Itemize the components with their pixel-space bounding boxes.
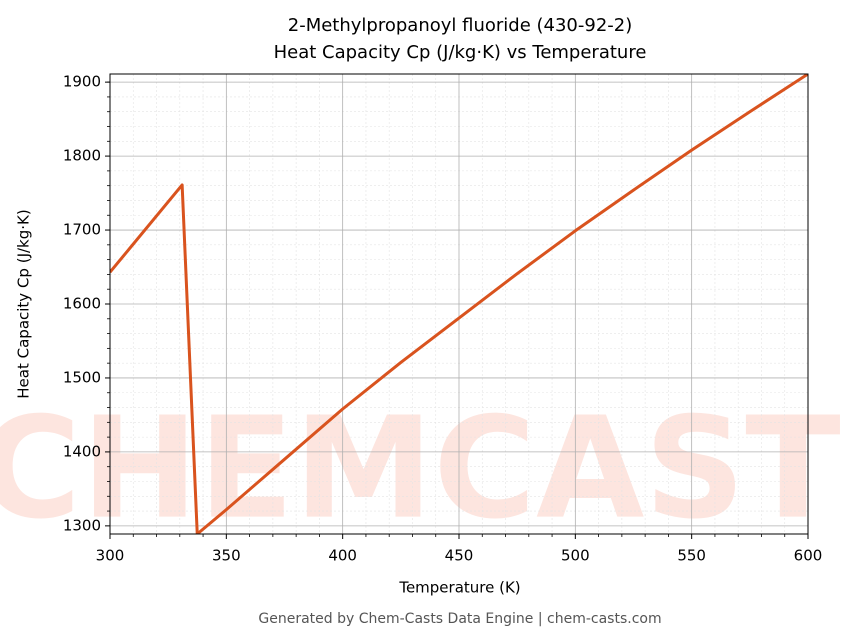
data-line: [110, 74, 808, 534]
footer: Generated by Chem-Casts Data Engine | ch…: [258, 611, 661, 627]
watermark: CHEMCASTS: [0, 388, 843, 551]
plot-frame: [109, 73, 809, 535]
chart-subtitle: Heat Capacity Cp (J/kg·K) vs Temperature: [274, 42, 647, 63]
x-tick-label: 550: [677, 547, 706, 565]
y-axis-label: Heat Capacity Cp (J/kg·K): [15, 209, 33, 398]
chart-title: 2-Methylpropanoyl fluoride (430-92-2): [288, 15, 633, 36]
y-tick-label: 1400: [63, 442, 101, 460]
y-tick-label: 1300: [63, 516, 101, 534]
y-tick-label: 1700: [63, 221, 101, 239]
y-tick-label: 1800: [63, 147, 101, 165]
y-tick-label: 1900: [63, 73, 101, 91]
x-tick-label: 300: [96, 547, 125, 565]
x-tick-label: 400: [328, 547, 357, 565]
x-tick-label: 500: [561, 547, 590, 565]
x-tick-label: 450: [445, 547, 474, 565]
x-axis-label: Temperature (K): [398, 579, 520, 597]
y-tick-label: 1500: [63, 368, 101, 386]
x-tick-label: 350: [212, 547, 241, 565]
x-tick-label: 600: [794, 547, 823, 565]
y-tick-label: 1600: [63, 295, 101, 313]
